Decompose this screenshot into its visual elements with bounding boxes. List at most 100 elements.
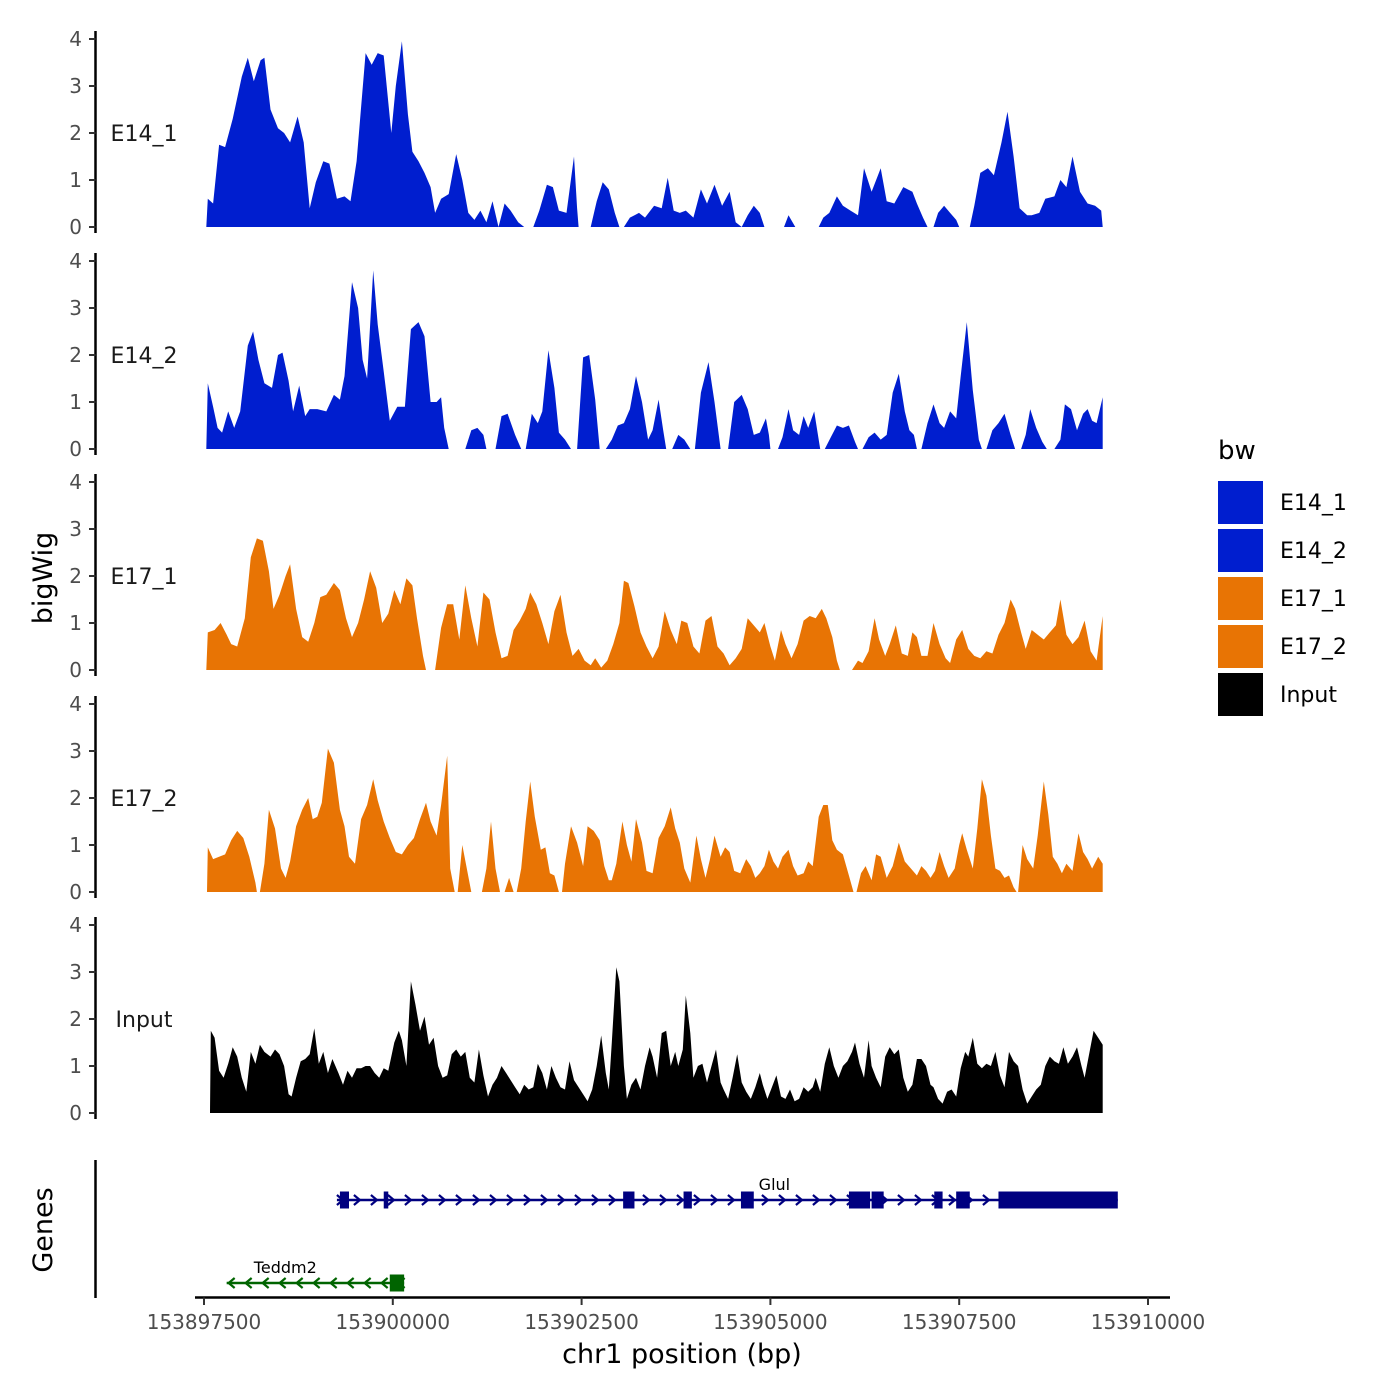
x-axis: 153897500 153900000 153902500 153905000 1539… — [147, 1296, 1205, 1334]
exon-Glul-8 — [934, 1191, 943, 1209]
legend-swatch-E14_2 — [1218, 529, 1263, 572]
strand-chevron-Teddm2 — [328, 1277, 338, 1289]
y-tick-label-E14_2-2: 2 — [69, 343, 82, 367]
gene-label-Glul: Glul — [759, 1175, 790, 1194]
strand-chevron-Teddm2 — [362, 1277, 372, 1289]
legend-label-E14_1: E14_1 — [1280, 491, 1347, 516]
exon-Glul-7 — [871, 1191, 884, 1209]
strand-chevron-Glul — [387, 1194, 396, 1206]
x-tick-label-153897500: 153897500 — [147, 1310, 262, 1334]
strand-chevron-Glul — [693, 1194, 702, 1206]
y-tick-label-Input-1: 1 — [69, 1054, 82, 1078]
x-axis-title: chr1 position (bp) — [562, 1339, 802, 1370]
strand-chevron-Glul — [710, 1194, 719, 1206]
strand-chevron-Glul — [812, 1194, 821, 1206]
gene-models: Glul Teddm2 — [226, 1175, 1118, 1292]
x-axis-ticks: 153897500 153900000 153902500 153905000 1539… — [147, 1297, 1205, 1334]
strand-chevron-Glul — [676, 1194, 685, 1206]
gene-Glul: Glul — [336, 1175, 1118, 1209]
legend-items: E14_1 E14_2 E17_1 E17_2 Input — [1218, 481, 1347, 716]
y-axis-title: bigWig — [28, 532, 59, 625]
strand-chevron-Glul — [557, 1194, 566, 1206]
strand-chevron-Glul — [659, 1194, 668, 1206]
strand-chevron-Teddm2 — [226, 1277, 236, 1289]
strand-chevron-Glul — [489, 1194, 498, 1206]
panel-Input: 0 1 2 3 4 Input — [69, 913, 1103, 1125]
strand-chevron-Teddm2 — [260, 1277, 270, 1289]
strand-chevron-Teddm2 — [345, 1277, 355, 1289]
track-label-E14_1: E14_1 — [111, 122, 178, 147]
strand-chevron-Glul — [897, 1194, 906, 1206]
y-tick-label-E17_2-1: 1 — [69, 833, 82, 857]
strand-chevron-Glul — [370, 1194, 379, 1206]
y-tick-label-E14_2-0: 0 — [69, 437, 82, 461]
strand-chevron-Glul — [404, 1194, 413, 1206]
track-label-E17_2: E17_2 — [111, 787, 178, 812]
exon-Glul-4 — [683, 1191, 692, 1209]
gene-Teddm2: Teddm2 — [226, 1258, 406, 1292]
strand-chevron-Glul — [438, 1194, 447, 1206]
panel-E14_1: 0 1 2 3 4 E14_1 — [69, 27, 1103, 239]
genes-axis-title: Genes — [28, 1187, 59, 1272]
y-tick-label-E14_1-0: 0 — [69, 215, 82, 239]
strand-chevron-Teddm2 — [277, 1277, 287, 1289]
x-tick-label-153907500: 153907500 — [902, 1310, 1017, 1334]
area-E14_1 — [206, 41, 1103, 227]
strand-chevron-Glul — [982, 1194, 991, 1206]
y-tick-label-Input-3: 3 — [69, 960, 82, 984]
y-tick-label-Input-0: 0 — [69, 1101, 82, 1125]
strand-chevron-Glul — [642, 1194, 651, 1206]
strand-chevron-Glul — [472, 1194, 481, 1206]
legend: bw E14_1 E14_2 E17_1 E17_2 Input — [1218, 436, 1347, 716]
panel-E17_2: 0 1 2 3 4 E17_2 — [69, 692, 1103, 904]
y-tick-label-E14_1-1: 1 — [69, 168, 82, 192]
area-E17_1 — [206, 538, 1103, 670]
legend-label-E14_2: E14_2 — [1280, 539, 1347, 564]
legend-title: bw — [1218, 436, 1256, 466]
legend-label-E17_1: E17_1 — [1280, 587, 1347, 612]
strand-chevron-Teddm2 — [294, 1277, 304, 1289]
strand-chevron-Glul — [540, 1194, 549, 1206]
strand-chevron-Glul — [574, 1194, 583, 1206]
legend-label-Input: Input — [1280, 683, 1337, 708]
gene-label-Teddm2: Teddm2 — [253, 1258, 317, 1277]
y-tick-label-Input-4: 4 — [69, 913, 82, 937]
exon-Glul-6 — [848, 1191, 871, 1209]
y-tick-label-E17_2-4: 4 — [69, 692, 82, 716]
exon-Glul-10 — [998, 1191, 1118, 1209]
x-tick-label-153900000: 153900000 — [336, 1310, 451, 1334]
exon-Glul-5 — [740, 1191, 754, 1209]
y-tick-label-Input-2: 2 — [69, 1007, 82, 1031]
strand-chevron-Glul — [608, 1194, 617, 1206]
y-tick-label-E14_1-4: 4 — [69, 27, 82, 51]
y-tick-label-E17_1-2: 2 — [69, 564, 82, 588]
legend-label-E17_2: E17_2 — [1280, 635, 1347, 660]
exon-Teddm2-1 — [389, 1274, 405, 1292]
track-label-E14_2: E14_2 — [111, 344, 178, 369]
legend-swatch-E17_1 — [1218, 577, 1263, 620]
exon-Glul-2 — [383, 1191, 389, 1209]
strand-chevron-Glul — [523, 1194, 532, 1206]
y-tick-label-E14_2-1: 1 — [69, 390, 82, 414]
area-E17_2 — [207, 748, 1103, 892]
bigwig-panels: 0 1 2 3 4 E14_1 0 1 2 3 4 E14_2 0 1 2 3 4 E17_1 0 1 2 3 4 E17_2… — [69, 27, 1103, 1125]
y-tick-label-E17_1-4: 4 — [69, 470, 82, 494]
x-tick-label-153905000: 153905000 — [713, 1310, 828, 1334]
exon-Glul-1 — [339, 1191, 349, 1209]
strand-chevron-Glul — [795, 1194, 804, 1206]
strand-chevron-Glul — [506, 1194, 515, 1206]
x-tick-label-153902500: 153902500 — [524, 1310, 639, 1334]
y-tick-label-E17_2-3: 3 — [69, 739, 82, 763]
strand-chevron-Glul — [591, 1194, 600, 1206]
strand-chevron-Glul — [914, 1194, 923, 1206]
strand-chevron-Glul — [761, 1194, 770, 1206]
panel-E17_1: 0 1 2 3 4 E17_1 — [69, 470, 1103, 682]
strand-chevron-Glul — [829, 1194, 838, 1206]
y-tick-label-E14_1-3: 3 — [69, 74, 82, 98]
y-tick-label-E17_2-0: 0 — [69, 880, 82, 904]
y-tick-label-E17_1-0: 0 — [69, 658, 82, 682]
area-E14_2 — [206, 270, 1103, 449]
y-tick-label-E14_2-3: 3 — [69, 296, 82, 320]
y-tick-label-E14_2-4: 4 — [69, 249, 82, 273]
